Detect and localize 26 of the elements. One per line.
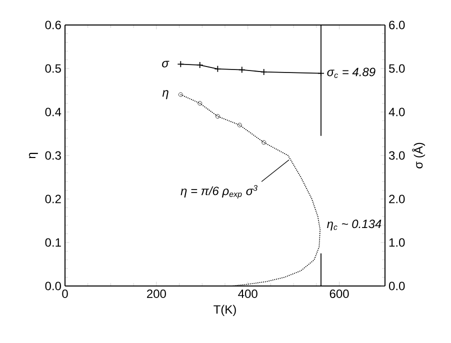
x-tick-label: 200 xyxy=(147,290,166,298)
x-tick-label: 0 xyxy=(62,290,68,298)
y2-tick-label: 1.0 xyxy=(389,238,405,247)
x-tick-label: 400 xyxy=(238,290,258,298)
y-tick-label: 0.4 xyxy=(45,108,62,116)
annotation: η = π/6 ρ$_{exp}$ σ$^{3}$ xyxy=(180,185,258,199)
annotation: σ$_{c}$ = 4.89 xyxy=(327,68,376,78)
y-tick-label: 0.6 xyxy=(45,20,61,30)
y2-axis-title: σ (Å) xyxy=(412,142,426,168)
y2-tick-label: 6.0 xyxy=(389,20,405,30)
y-tick-label: 0.0 xyxy=(45,282,62,290)
y-tick-label: 0.1 xyxy=(45,238,61,247)
y-tick-label: 0.2 xyxy=(45,194,61,204)
y2-tick-label: 2.0 xyxy=(389,194,405,204)
y-tick-label: 0.3 xyxy=(45,151,61,160)
y2-tick-label: 5.0 xyxy=(389,64,405,73)
y2-tick-label: 0.0 xyxy=(388,282,405,290)
x-tick-label: 600 xyxy=(330,290,349,298)
y-axis-title: η xyxy=(28,152,38,158)
y2-tick-label: 4.0 xyxy=(388,108,405,116)
annotation: η$_{c}$ ~ 0.134 xyxy=(327,220,382,231)
annotation: η xyxy=(162,90,168,100)
x-axis-title: T(K) xyxy=(214,304,236,316)
y-tick-label: 0.5 xyxy=(45,64,61,73)
annotation: σ xyxy=(162,60,170,68)
y2-tick-label: 3.0 xyxy=(388,151,405,160)
